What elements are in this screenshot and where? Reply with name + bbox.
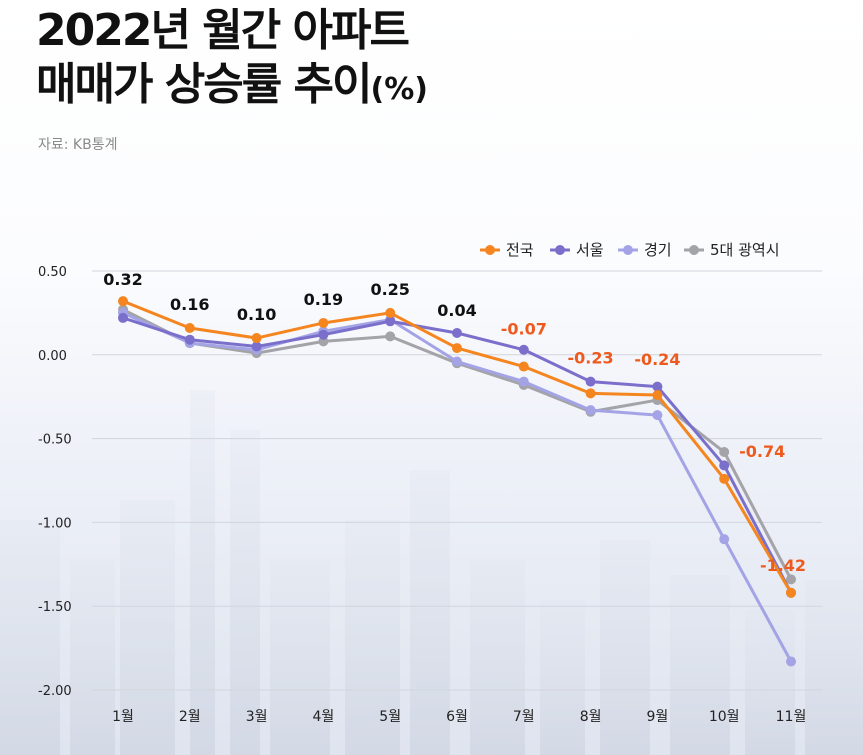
data-point [184, 322, 195, 333]
data-point [719, 473, 730, 484]
data-point [385, 316, 396, 327]
chart-legend: 전국 서울 경기 5대 광역시 [480, 241, 780, 259]
y-tick-label: 0.50 [38, 265, 67, 280]
title-line-1: 2022년 월간 아파트 [36, 5, 410, 56]
x-tick-label: 7월 [513, 709, 535, 725]
y-tick-label: -2.00 [38, 684, 72, 699]
data-point [184, 334, 195, 345]
y-tick-label: -1.00 [38, 516, 72, 531]
x-tick-label: 11월 [776, 709, 807, 725]
x-tick-label: 3월 [246, 709, 268, 725]
data-point [719, 447, 730, 458]
data-point [452, 356, 462, 367]
title-unit: (%) [370, 72, 428, 107]
legend-swatch-dot [623, 245, 633, 255]
source-note: 자료: KB통계 [38, 137, 118, 153]
y-tick-label: -0.50 [38, 433, 72, 448]
y-axis: 0.50 0.00 -0.50 -1.00 -1.50 -2.00 [38, 265, 72, 699]
x-tick-label: 8월 [580, 709, 602, 725]
title-line-2-text: 매매가 상승률 추이 [36, 59, 372, 110]
background-skyline [0, 390, 863, 755]
data-point [652, 410, 663, 421]
grid-lines [92, 270, 822, 691]
data-label: -1.42 [760, 556, 806, 575]
data-point [118, 312, 128, 323]
data-point [585, 405, 596, 416]
data-point [719, 534, 730, 545]
x-tick-label: 2월 [179, 709, 201, 725]
data-point [251, 341, 262, 352]
data-point [786, 587, 796, 598]
data-point [452, 343, 462, 354]
data-labels: 0.32 0.16 0.10 0.19 0.25 0.04 -0.07 -0.23 -0.24 -… [103, 270, 806, 575]
data-label: 0.19 [304, 290, 343, 309]
data-point [452, 328, 462, 339]
title-line-2: 매매가 상승률 추이(%) [36, 58, 428, 117]
data-point [518, 344, 529, 355]
x-tick-label: 5월 [379, 709, 401, 725]
data-point [585, 376, 596, 387]
data-point [518, 361, 529, 372]
data-point [385, 331, 396, 342]
data-point [385, 307, 396, 318]
x-axis: 1월 2월 3월 4월 5월 6월 7월 8월 9월 10월 11월 [112, 709, 806, 725]
legend-label: 서울 [576, 241, 604, 259]
data-point [518, 376, 529, 387]
data-label: -0.24 [634, 350, 680, 369]
x-tick-label: 4월 [313, 709, 335, 725]
data-label: -0.23 [568, 348, 614, 367]
data-point [318, 329, 329, 340]
legend-swatch-dot [689, 245, 699, 255]
x-tick-label: 1월 [112, 709, 134, 725]
data-label: -0.74 [739, 442, 785, 461]
legend-label: 경기 [644, 241, 672, 259]
data-label: 0.25 [370, 280, 409, 299]
series-group [118, 296, 796, 667]
x-tick-label: 9월 [647, 709, 669, 725]
data-point [118, 296, 128, 307]
legend-label: 전국 [506, 241, 534, 259]
x-tick-label: 10월 [709, 709, 740, 725]
data-point [318, 317, 329, 328]
legend-label: 5대 광역시 [710, 241, 780, 259]
data-point [719, 460, 730, 471]
page-title: 2022년 월간 아파트 매매가 상승률 추이(%) [36, 4, 428, 117]
data-point [251, 333, 262, 344]
data-label: -0.07 [501, 320, 547, 339]
data-label: 0.04 [437, 301, 476, 320]
legend-swatch-dot [555, 245, 565, 255]
data-point [652, 381, 663, 392]
data-label: 0.10 [237, 305, 276, 324]
data-point [585, 388, 596, 399]
data-label: 0.16 [170, 295, 209, 314]
data-point [652, 390, 663, 401]
legend-swatch-dot [485, 245, 495, 255]
data-label: 0.32 [103, 270, 142, 289]
x-tick-label: 6월 [446, 709, 468, 725]
y-tick-label: 0.00 [38, 349, 67, 364]
data-point [786, 574, 796, 585]
y-tick-label: -1.50 [38, 600, 72, 615]
data-point [786, 656, 796, 667]
